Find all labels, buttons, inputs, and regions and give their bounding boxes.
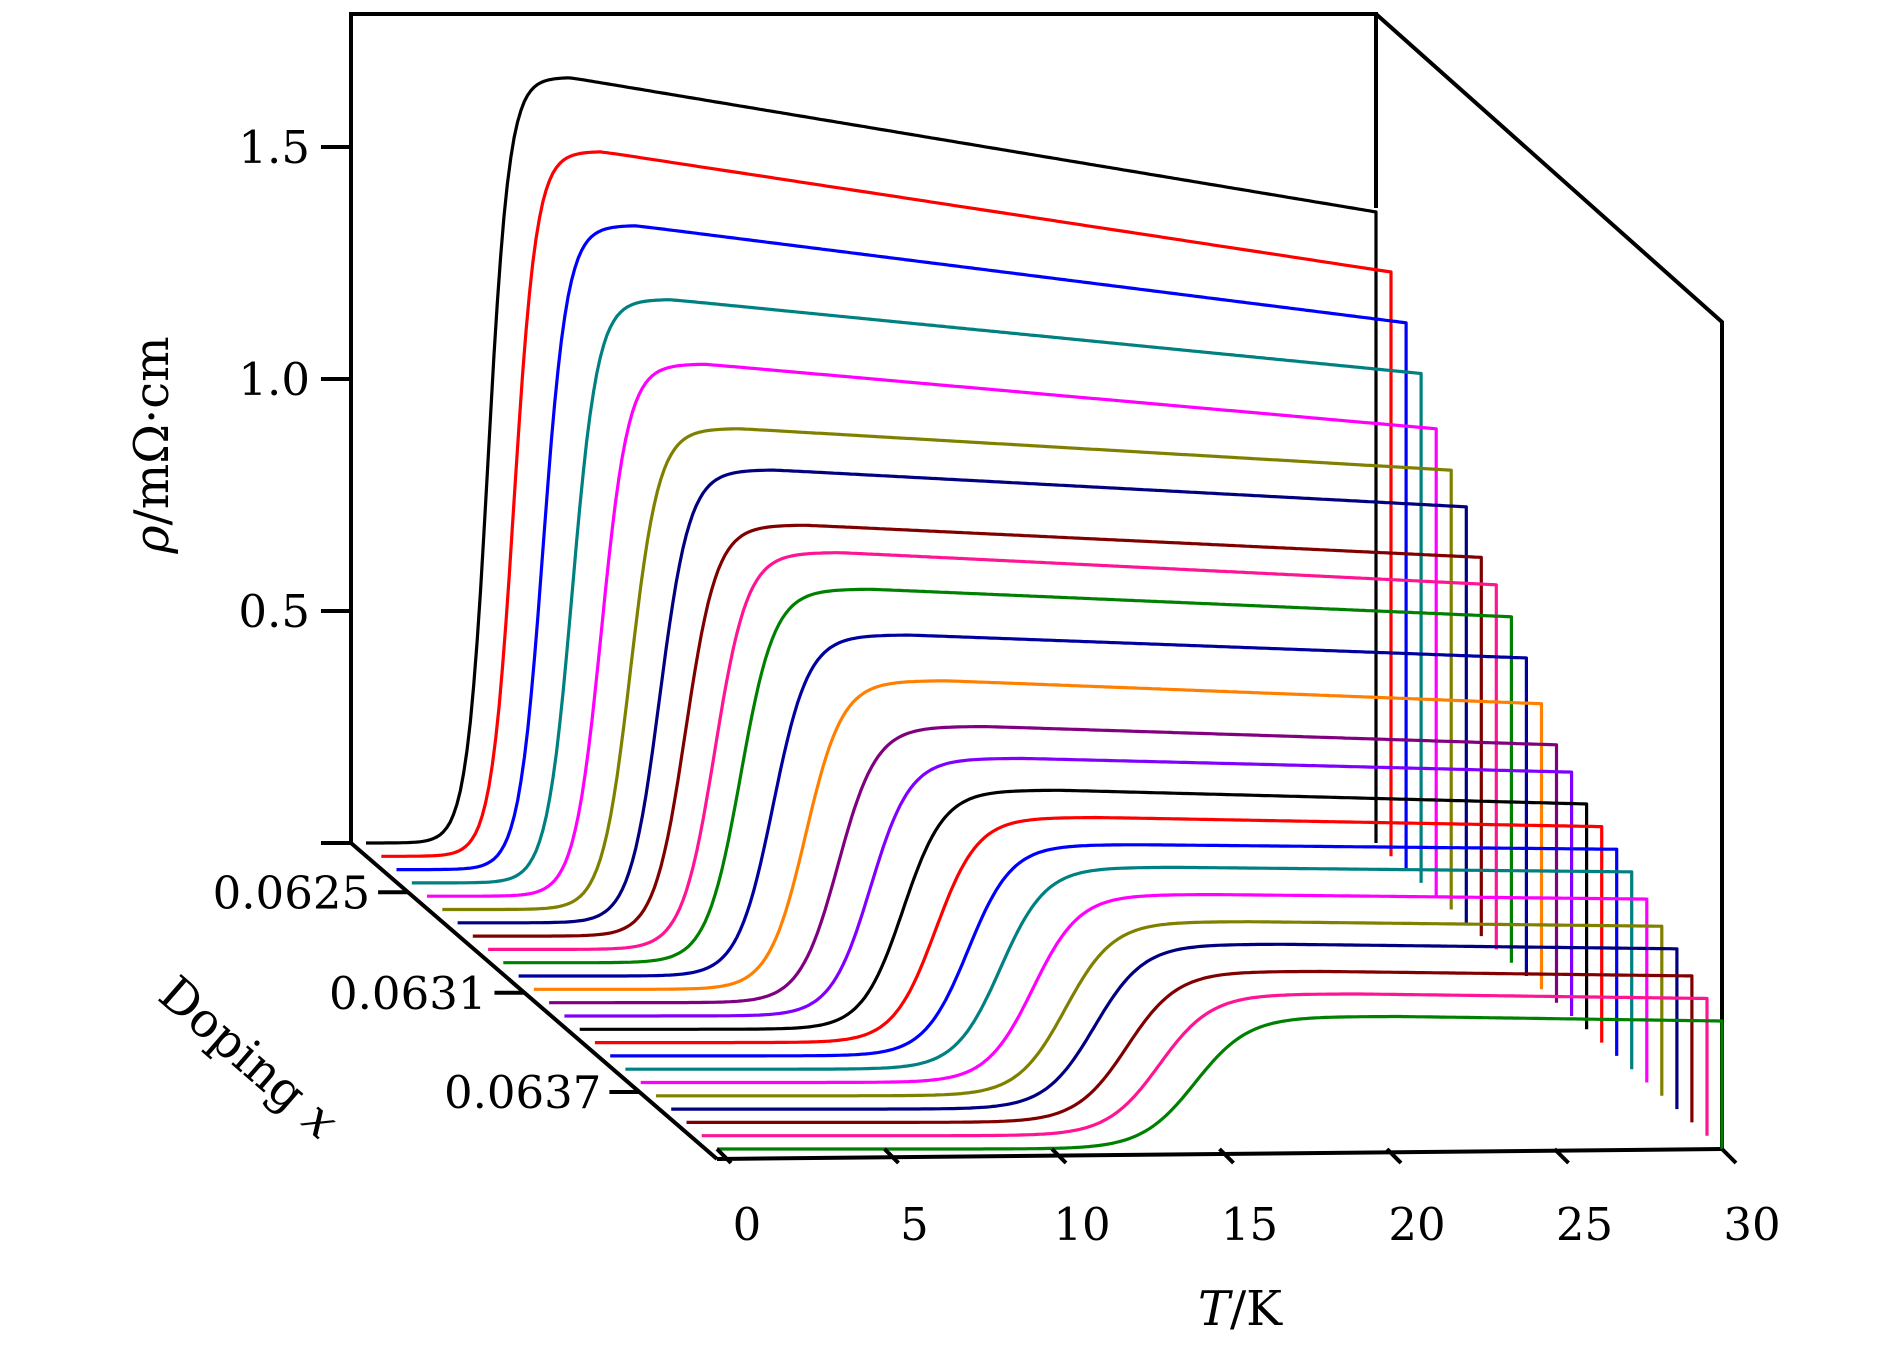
x-tick-label-4: 20 <box>1388 1198 1445 1251</box>
x-tick-mark-2 <box>1050 1147 1068 1165</box>
x-tick-label-5: 25 <box>1556 1198 1613 1251</box>
x-axis-title: T/K <box>1198 1281 1283 1337</box>
series-line-15 <box>579 788 1589 1031</box>
y-axis-title: ρ/mΩ·cm <box>124 336 180 554</box>
back-frame <box>349 12 1378 843</box>
series-line-17 <box>610 843 1619 1058</box>
curves <box>366 76 1724 1151</box>
z-tick-label-1: 0.0631 <box>329 967 486 1020</box>
x-tick-mark-6 <box>1720 1147 1738 1165</box>
series-line-5 <box>427 362 1438 898</box>
x-tick-mark-0 <box>715 1147 733 1165</box>
chart-frame <box>349 12 1724 1161</box>
series-line-7 <box>457 468 1468 925</box>
z-tick-label-0: 0.0625 <box>213 866 370 919</box>
x-tick-label-1: 5 <box>900 1198 929 1251</box>
x-tick-mark-3 <box>1218 1147 1235 1165</box>
y-tick-label-3: 1.5 <box>238 121 310 174</box>
doping-axis-line <box>349 841 719 1161</box>
x-tick-label-6: 30 <box>1723 1198 1780 1251</box>
y-tick-label-1: 0.5 <box>238 585 310 638</box>
x-tick-mark-1 <box>883 1147 900 1165</box>
x-tick-mark-4 <box>1385 1147 1403 1165</box>
series-line-19 <box>640 893 1649 1085</box>
series-line-6 <box>442 427 1453 912</box>
x-tick-label-0: 0 <box>733 1198 762 1251</box>
series-line-16 <box>594 815 1604 1045</box>
x-tick-label-3: 15 <box>1221 1198 1278 1251</box>
series-line-14 <box>564 756 1574 1018</box>
series-line-8 <box>472 523 1483 938</box>
series-line-1 <box>366 76 1378 845</box>
series-line-13 <box>549 725 1559 1005</box>
x-tick-mark-5 <box>1553 1147 1570 1165</box>
series-line-18 <box>625 865 1634 1071</box>
series-line-3 <box>396 224 1408 872</box>
series-line-2 <box>381 150 1393 858</box>
series-line-12 <box>533 679 1544 991</box>
series-line-23 <box>701 992 1709 1138</box>
series-line-10 <box>503 587 1513 965</box>
axis-ticks: 0.5 1.0 1.5 0 5 10 15 20 25 30 0.0625 0.0631 0.0637 <box>213 121 1781 1251</box>
series-line-11 <box>518 633 1528 978</box>
z-tick-label-2: 0.0637 <box>444 1066 601 1119</box>
series-line-4 <box>411 298 1423 885</box>
x-tick-label-2: 10 <box>1053 1198 1110 1251</box>
series-line-22 <box>686 969 1694 1124</box>
right-frame <box>1374 12 1724 1149</box>
doping-axis-title: Doping x <box>148 965 349 1150</box>
series-line-21 <box>671 942 1679 1111</box>
series-line-20 <box>656 920 1664 1098</box>
series-line-9 <box>488 551 1498 951</box>
y-tick-label-2: 1.0 <box>238 353 310 406</box>
